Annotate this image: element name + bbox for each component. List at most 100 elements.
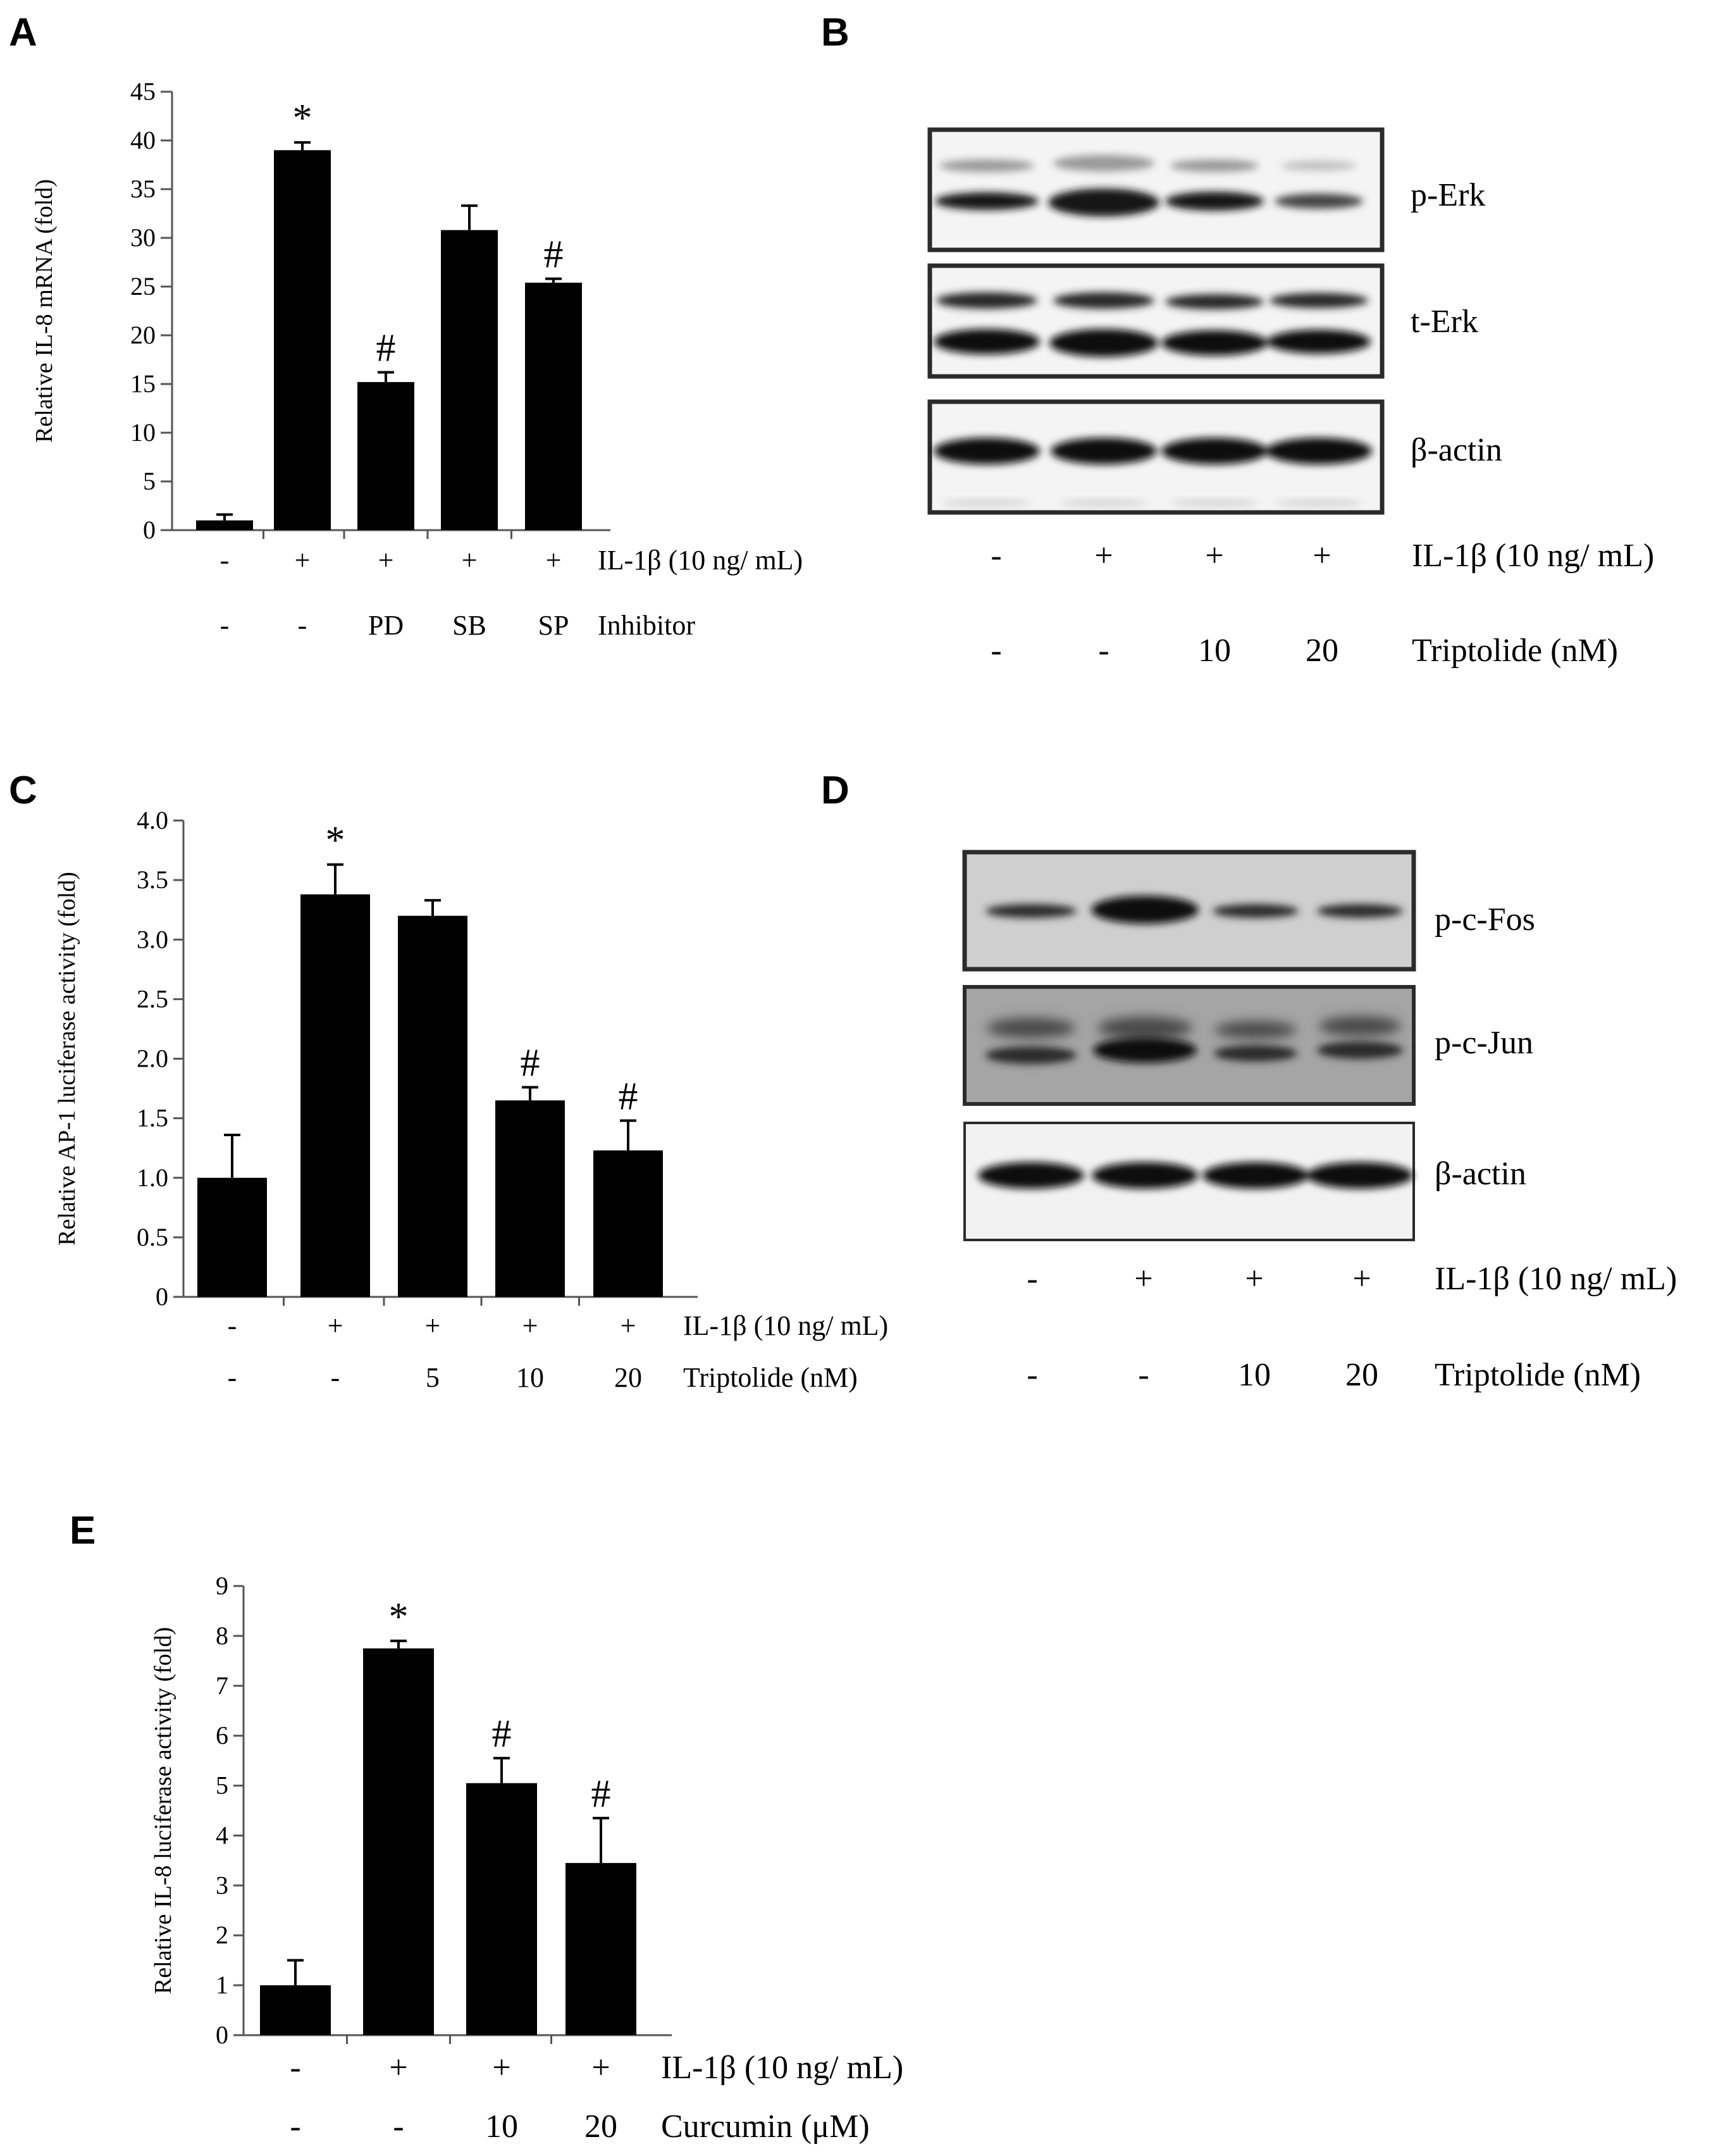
- condition-row-label: Curcumin (μM): [661, 2109, 870, 2145]
- condition-value: PD: [368, 610, 404, 641]
- y-tick-label: 8: [216, 1621, 228, 1650]
- bar: [274, 150, 331, 530]
- y-tick-label: 4.0: [137, 806, 168, 834]
- condition-value: +: [295, 545, 311, 576]
- condition-value: -: [331, 1362, 340, 1393]
- y-tick-label: 0: [143, 516, 156, 544]
- blot-b: p-Erk t-Erk β-actin: [927, 127, 1502, 515]
- condition-value: 10: [1198, 633, 1231, 669]
- blot-d-box-2: [963, 985, 1416, 1106]
- condition-row-label: Inhibitor: [598, 610, 695, 641]
- significance-marker: #: [591, 1773, 611, 1816]
- bar: [363, 1648, 434, 2035]
- panel-letter-e: E: [70, 1509, 96, 1552]
- condition-row-label: IL-1β (10 ng/ mL): [1412, 538, 1654, 574]
- y-tick-label: 10: [130, 418, 156, 447]
- bar: [300, 894, 370, 1297]
- blot-b-box-1: [927, 127, 1385, 252]
- condition-value: -: [220, 545, 230, 576]
- significance-marker: #: [619, 1075, 638, 1118]
- condition-value: -: [220, 610, 230, 641]
- blot-b-band-label-1: p-Erk: [1411, 177, 1485, 213]
- bar: [196, 520, 253, 530]
- condition-value: SB: [452, 610, 486, 641]
- condition-value: -: [991, 633, 1001, 669]
- bar: [357, 381, 414, 530]
- blot-d-band-label-1: p-c-Fos: [1435, 901, 1535, 938]
- bar: [466, 1783, 537, 2035]
- bar: [525, 282, 582, 530]
- chart-a: 0 5 10 15 20 25 30 35 40 45 Relative IL-8 mRNA (fo…: [31, 77, 803, 641]
- condition-value: 10: [485, 2109, 518, 2145]
- y-tick-label: 3: [216, 1871, 228, 1899]
- condition-value: -: [290, 2109, 300, 2145]
- condition-value: +: [522, 1310, 538, 1341]
- panel-letter-c: C: [9, 769, 37, 812]
- chart-c: 0 0.5 1.0 1.5 2.0 2.5 3.0 3.5 4.0 Relative AP-1 l…: [54, 806, 888, 1393]
- condition-value: +: [1134, 1261, 1152, 1297]
- significance-marker: #: [521, 1042, 540, 1085]
- blot-b-band-label-3: β-actin: [1411, 432, 1502, 468]
- blot-d-band-label-3: β-actin: [1435, 1156, 1526, 1192]
- y-tick-label: 1.5: [137, 1104, 168, 1132]
- blot-d-box-1: [962, 850, 1416, 972]
- y-tick-label: 0.5: [137, 1223, 168, 1251]
- y-tick-label: 3.0: [137, 925, 168, 953]
- y-tick-label: 1: [216, 1971, 228, 1999]
- y-tick-label: 5: [216, 1771, 228, 1800]
- y-tick-label: 7: [216, 1671, 228, 1700]
- condition-value: -: [1098, 633, 1109, 669]
- condition-value: +: [546, 545, 562, 576]
- y-tick-label: 4: [216, 1821, 228, 1849]
- bar: [495, 1100, 565, 1297]
- y-tick-label: 35: [130, 175, 156, 203]
- y-tick-label: 0: [156, 1282, 168, 1311]
- y-tick-label: 9: [216, 1571, 228, 1600]
- significance-marker: #: [376, 327, 396, 370]
- condition-value: -: [1027, 1261, 1037, 1297]
- condition-value: +: [1313, 538, 1331, 574]
- bar: [260, 1985, 331, 2035]
- condition-value: 10: [1238, 1357, 1271, 1393]
- condition-value: 10: [516, 1362, 544, 1393]
- panel-letter-b: B: [821, 11, 850, 54]
- y-tick-label: 2.5: [137, 984, 168, 1013]
- y-axis-title: Relative IL-8 mRNA (fold): [31, 179, 58, 443]
- condition-value: +: [328, 1310, 343, 1341]
- condition-value: +: [492, 2050, 510, 2086]
- condition-value: +: [621, 1310, 636, 1341]
- y-tick-label: 2.0: [137, 1044, 168, 1073]
- blot-b-band-label-2: t-Erk: [1411, 304, 1478, 340]
- condition-value: -: [228, 1362, 237, 1393]
- condition-value: -: [1138, 1357, 1149, 1393]
- y-tick-label: 6: [216, 1721, 228, 1750]
- y-tick-label: 15: [130, 369, 156, 398]
- condition-value: -: [228, 1310, 237, 1341]
- blot-b-box-2: [927, 263, 1385, 379]
- condition-value: -: [290, 2050, 300, 2086]
- condition-row-label: IL-1β (10 ng/ mL): [661, 2050, 903, 2086]
- significance-marker: #: [492, 1713, 512, 1756]
- y-tick-label: 5: [143, 467, 156, 495]
- blot-b-conditions: - + + + IL-1β (10 ng/ mL) - - 10 20 Triptolide (n…: [991, 538, 1654, 669]
- condition-row-label: Triptolide (nM): [1412, 633, 1618, 669]
- condition-value: +: [591, 2050, 610, 2086]
- condition-value: 20: [1345, 1357, 1378, 1393]
- condition-value: SP: [538, 610, 569, 641]
- y-tick-label: 40: [130, 126, 156, 154]
- condition-value: +: [1245, 1261, 1263, 1297]
- condition-value: -: [1027, 1357, 1037, 1393]
- chart-e: 0 1 2 3 4 5 6 7 8 9 Relative IL-8 luciferase activ…: [150, 1571, 903, 2145]
- blot-d-conditions: - + + + IL-1β (10 ng/ mL) - - 10 20 Triptolide (n…: [1027, 1261, 1677, 1393]
- condition-value: +: [425, 1310, 441, 1341]
- condition-value: +: [1094, 538, 1113, 574]
- condition-value: 20: [614, 1362, 642, 1393]
- condition-value: +: [378, 545, 394, 576]
- y-tick-label: 3.5: [137, 865, 168, 894]
- blot-b-box-3: [927, 399, 1385, 515]
- y-axis-title: Relative AP-1 luciferase activity (fold): [54, 872, 80, 1246]
- y-axis-title: Relative IL-8 luciferase activity (fold): [150, 1627, 176, 1994]
- y-tick-label: 2: [216, 1921, 228, 1949]
- condition-value: 5: [426, 1362, 440, 1393]
